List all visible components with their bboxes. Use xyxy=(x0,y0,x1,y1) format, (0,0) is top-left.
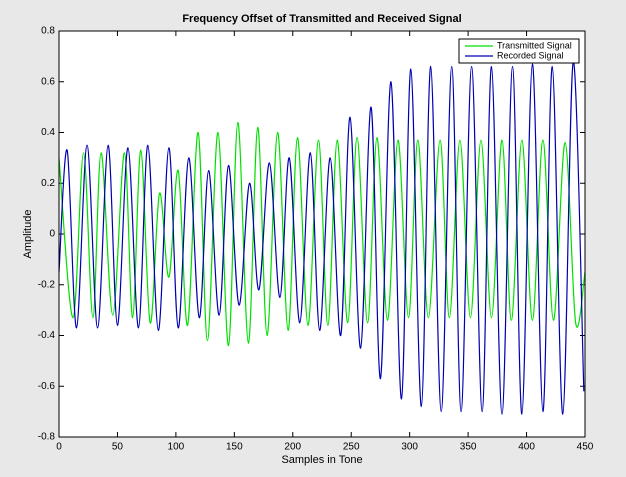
x-tick-label: 50 xyxy=(112,442,124,453)
x-tick-label: 250 xyxy=(343,442,360,453)
y-tick-label: 0 xyxy=(49,229,55,240)
x-tick-label: 400 xyxy=(518,442,535,453)
x-tick-label: 450 xyxy=(577,442,594,453)
y-tick-label: -0.6 xyxy=(38,381,56,392)
legend-label: Transmitted Signal xyxy=(497,40,572,50)
y-tick-label: 0.6 xyxy=(41,76,55,87)
y-axis-label: Amplitude xyxy=(22,210,34,259)
y-tick-label: -0.2 xyxy=(38,279,56,290)
x-tick-label: 300 xyxy=(401,442,418,453)
signal-line xyxy=(58,121,586,347)
y-tick-label: 0.4 xyxy=(41,127,55,138)
legend-label: Recorded Signal xyxy=(497,50,564,60)
x-tick-label: 150 xyxy=(226,442,243,453)
y-tick-label: -0.8 xyxy=(38,432,56,443)
x-tick-label: 0 xyxy=(56,442,62,453)
x-tick-label: 100 xyxy=(168,442,185,453)
plot-area xyxy=(59,31,585,437)
x-tick-label: 200 xyxy=(284,442,301,453)
y-tick-label: -0.4 xyxy=(38,330,56,341)
chart-title: Frequency Offset of Transmitted and Rece… xyxy=(182,13,461,25)
y-tick-label: 0.2 xyxy=(41,178,55,189)
plot-frame xyxy=(58,30,586,438)
legend-box xyxy=(458,38,580,64)
y-tick-label: 0.8 xyxy=(41,26,55,37)
x-axis-label: Samples in Tone xyxy=(281,454,362,466)
signal-line xyxy=(58,60,585,415)
x-tick-label: 350 xyxy=(460,442,477,453)
